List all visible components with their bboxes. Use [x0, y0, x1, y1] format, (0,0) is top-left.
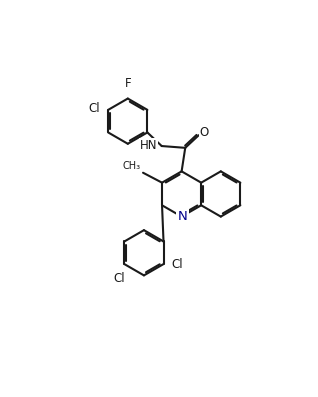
Text: N: N: [178, 210, 187, 223]
Text: O: O: [200, 126, 209, 139]
Text: HN: HN: [140, 139, 157, 152]
Text: Cl: Cl: [172, 258, 183, 272]
Text: Cl: Cl: [113, 272, 125, 285]
Text: F: F: [124, 77, 131, 91]
Text: Cl: Cl: [88, 102, 100, 115]
Text: CH₃: CH₃: [122, 161, 140, 171]
